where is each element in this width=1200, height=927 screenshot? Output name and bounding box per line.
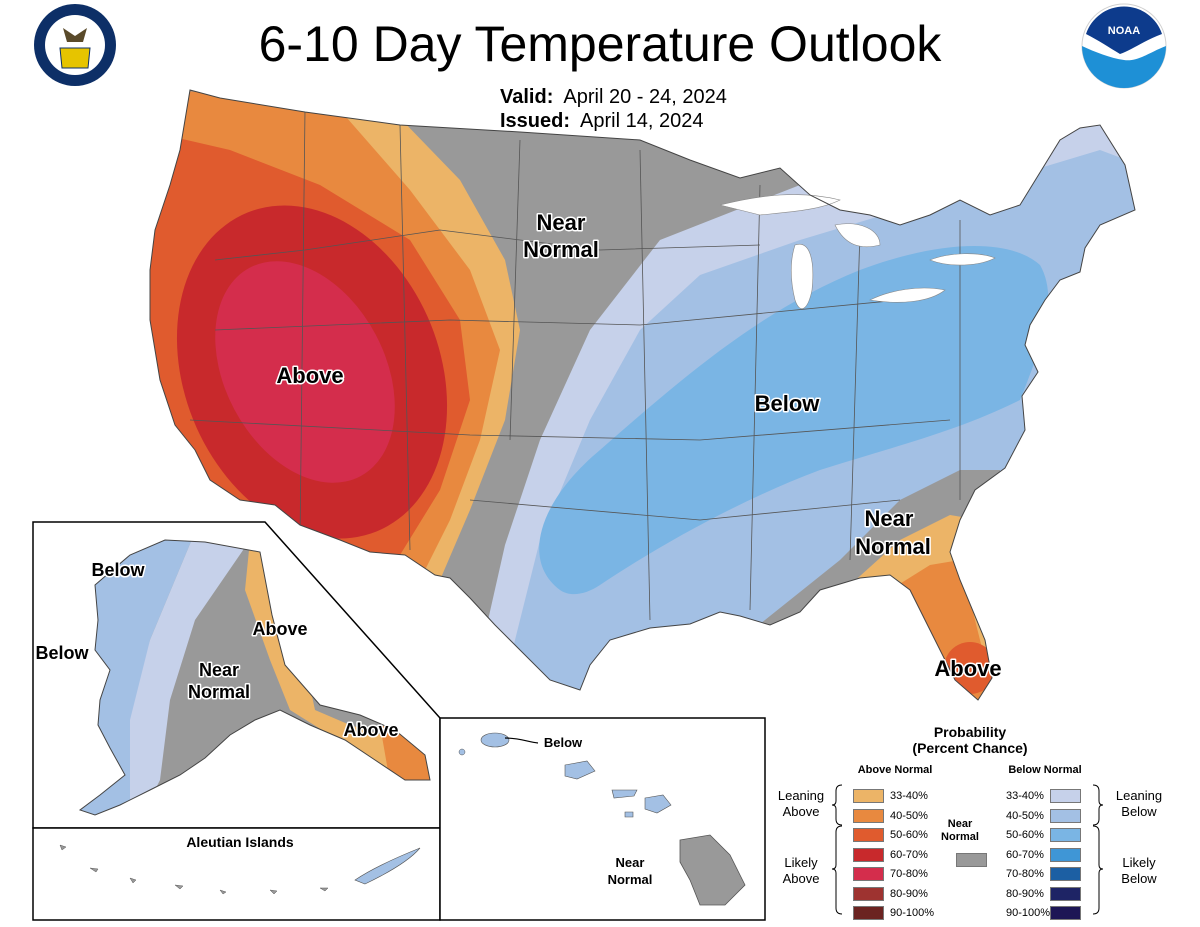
- legend-above-swatch: [853, 848, 884, 862]
- label-ak-below-west: Below: [35, 643, 89, 663]
- legend-likely-below-1: Likely: [1108, 855, 1170, 871]
- legend-below-swatch: [1050, 809, 1081, 823]
- label-near-north-1: Near: [537, 210, 586, 235]
- legend-below-swatch: [1050, 887, 1081, 901]
- valid-dates: Valid: April 20 - 24, 2024 Issued: April…: [500, 85, 727, 133]
- label-hi-near-2: Normal: [608, 872, 653, 887]
- legend-title-1: Probability: [870, 724, 1070, 740]
- legend-below-label: 70-80%: [1006, 868, 1044, 880]
- label-above-west: Above: [276, 363, 343, 388]
- legend-near-swatch: [956, 853, 987, 867]
- legend-above-label: 33-40%: [890, 790, 928, 802]
- label-ak-near-2: Normal: [188, 682, 250, 702]
- legend-above-swatch: [853, 887, 884, 901]
- legend-below-swatch: [1050, 789, 1081, 803]
- label-below-east: Below: [755, 391, 821, 416]
- legend-above-label: 80-90%: [890, 888, 928, 900]
- label-ak-below-north: Below: [91, 560, 145, 580]
- label-above-florida: Above: [934, 656, 1001, 681]
- issued-label: Issued:: [500, 110, 570, 132]
- legend-above-label: 50-60%: [890, 829, 928, 841]
- legend-below-swatch: [1050, 828, 1081, 842]
- label-ak-above-panhandle: Above: [343, 720, 398, 740]
- label-hi-below: Below: [544, 735, 583, 750]
- legend-below-swatch: [1050, 906, 1081, 920]
- legend-above-swatch: [853, 828, 884, 842]
- legend-above-swatch: [853, 789, 884, 803]
- legend-leaning-above-2: Above: [770, 804, 832, 820]
- label-ak-near-1: Near: [199, 660, 239, 680]
- label-near-se-2: Normal: [855, 534, 931, 559]
- legend-below-label: 50-60%: [1006, 829, 1044, 841]
- legend-likely-above-1: Likely: [770, 855, 832, 871]
- legend-above-label: 60-70%: [890, 849, 928, 861]
- label-hi-near-1: Near: [616, 855, 645, 870]
- legend-leaning-below-2: Below: [1108, 804, 1170, 820]
- legend-below-label: 40-50%: [1006, 810, 1044, 822]
- legend-below-label: 60-70%: [1006, 849, 1044, 861]
- label-near-north-2: Normal: [523, 237, 599, 262]
- legend-above-header: Above Normal: [840, 764, 950, 776]
- legend-below-label: 33-40%: [1006, 790, 1044, 802]
- page-title: 6-10 Day Temperature Outlook: [0, 14, 1200, 74]
- label-ak-above-east: Above: [252, 619, 307, 639]
- legend-leaning-below-1: Leaning: [1108, 788, 1170, 804]
- legend-above-label: 90-100%: [890, 907, 934, 919]
- legend-leaning-above-1: Leaning: [770, 788, 832, 804]
- legend-below-header: Below Normal: [990, 764, 1100, 776]
- legend-below-label: 80-90%: [1006, 888, 1044, 900]
- issued-value: April 14, 2024: [580, 110, 703, 132]
- valid-value: April 20 - 24, 2024: [563, 86, 726, 108]
- legend-below-swatch: [1050, 848, 1081, 862]
- legend-title-2: (Percent Chance): [870, 740, 1070, 756]
- legend-above-label: 70-80%: [890, 868, 928, 880]
- legend-likely-below-2: Below: [1108, 871, 1170, 887]
- legend-below-label: 90-100%: [1006, 907, 1050, 919]
- legend-likely-above-2: Above: [770, 871, 832, 887]
- legend-above-label: 40-50%: [890, 810, 928, 822]
- legend-above-swatch: [853, 906, 884, 920]
- legend-above-swatch: [853, 867, 884, 881]
- legend-near-header-1: Near: [930, 818, 990, 831]
- aleutian-title: Aleutian Islands: [186, 834, 294, 850]
- legend-near-header-2: Normal: [930, 831, 990, 844]
- label-near-se-1: Near: [865, 506, 914, 531]
- legend-below-swatch: [1050, 867, 1081, 881]
- valid-label: Valid:: [500, 86, 553, 108]
- legend-above-swatch: [853, 809, 884, 823]
